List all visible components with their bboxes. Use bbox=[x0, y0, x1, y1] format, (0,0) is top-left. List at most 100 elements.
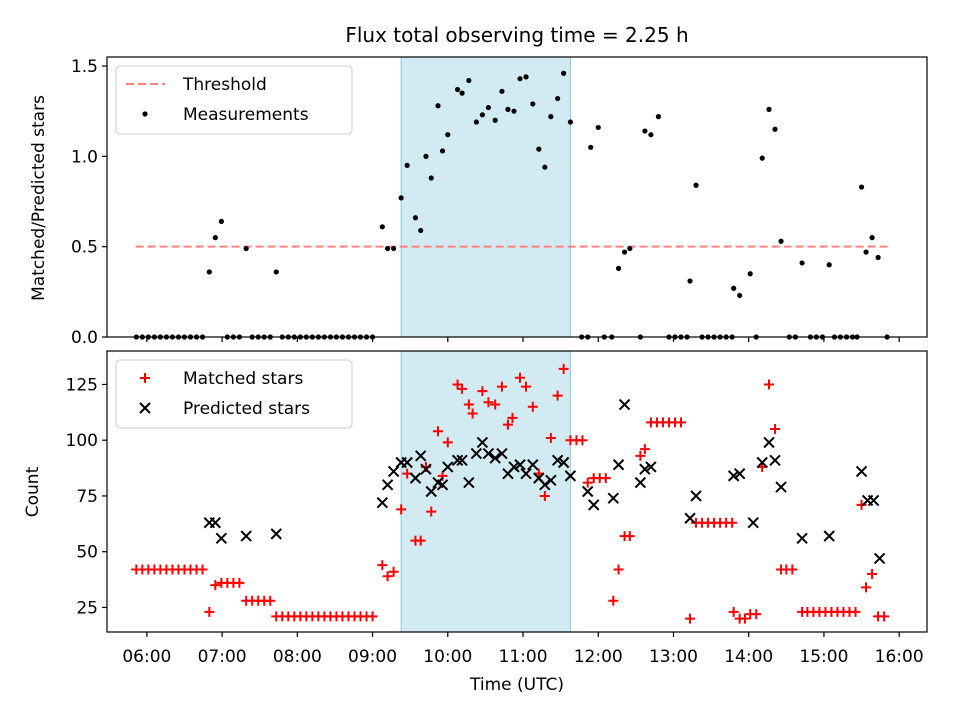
matched-star-point bbox=[728, 606, 739, 617]
predicted-star-point bbox=[436, 479, 449, 491]
predicted-star-point bbox=[769, 454, 781, 466]
legend-label: Threshold bbox=[182, 75, 267, 95]
measurement-point bbox=[404, 162, 410, 168]
predicted-star-point bbox=[775, 481, 787, 493]
measurement-point bbox=[642, 128, 648, 134]
measurement-point bbox=[548, 114, 554, 120]
predicted-star-point bbox=[451, 454, 464, 466]
y-tick-label: 100 bbox=[66, 431, 98, 451]
predicted-star-point bbox=[867, 494, 880, 507]
measurement-point bbox=[459, 90, 465, 96]
x-tick-label: 13:00 bbox=[649, 647, 698, 667]
measurement-point bbox=[621, 249, 628, 255]
predicted-star-point bbox=[209, 517, 222, 529]
predicted-star-point bbox=[215, 532, 228, 545]
measurement-point bbox=[687, 278, 693, 284]
matched-star-point bbox=[426, 506, 437, 517]
legend-label: Predicted stars bbox=[183, 399, 310, 419]
measurement-point bbox=[747, 271, 753, 277]
predicted-star-point bbox=[607, 492, 620, 504]
measurement-point bbox=[243, 245, 249, 252]
predicted-star-point bbox=[582, 485, 594, 498]
legend: Threshold Measurements bbox=[115, 65, 353, 135]
x-axis-label: Time (UTC) bbox=[469, 675, 564, 695]
y-tick-label: 1.5 bbox=[71, 57, 98, 77]
measurement-point bbox=[517, 76, 523, 82]
measurement-point bbox=[778, 238, 784, 244]
legend-label: Matched stars bbox=[183, 369, 303, 389]
x-tick-label: 07:00 bbox=[198, 647, 247, 667]
predicted-star-point bbox=[508, 461, 520, 473]
matched-star-point bbox=[467, 408, 478, 419]
predicted-star-point bbox=[545, 474, 557, 487]
matched-star-point bbox=[770, 424, 781, 435]
matched-star-point bbox=[739, 613, 750, 624]
y-tick-label: 75 bbox=[76, 487, 98, 507]
top-panel: 0.0 0.5 1.0 1.5 Threshold Measurements bbox=[71, 56, 928, 348]
measurement-point bbox=[511, 108, 517, 114]
y-axis-label-ratio: Matched/Predicted stars bbox=[29, 95, 49, 301]
y-axis-label-count: Count bbox=[23, 466, 43, 517]
measurement-point bbox=[454, 86, 461, 93]
measurement-point bbox=[492, 117, 498, 123]
predicted-star-point bbox=[401, 456, 413, 469]
measurement-point bbox=[737, 292, 743, 299]
measurement-point bbox=[555, 95, 561, 102]
x-tick-label: 11:00 bbox=[499, 647, 548, 667]
chart-title: Flux total observing time = 2.25 h bbox=[345, 23, 688, 47]
matched-star-point bbox=[265, 595, 276, 606]
legend: Matched stars Predicted stars bbox=[115, 359, 353, 429]
measurement-point bbox=[875, 254, 881, 261]
measurement-point bbox=[567, 119, 574, 125]
predicted-star-point bbox=[612, 459, 625, 471]
matched-star-point bbox=[502, 419, 513, 430]
predicted-star-point bbox=[551, 454, 564, 466]
measurement-point bbox=[206, 269, 212, 275]
matched-star-point bbox=[600, 473, 611, 484]
plot-frame bbox=[106, 350, 928, 633]
predicted-star-point bbox=[489, 452, 501, 464]
predicted-star-point bbox=[482, 447, 495, 460]
predicted-star-point bbox=[747, 517, 759, 529]
measurement-point bbox=[799, 260, 805, 266]
measurement-point bbox=[435, 103, 441, 109]
predicted-star-point bbox=[684, 512, 696, 524]
matched-star-point bbox=[624, 531, 635, 542]
predicted-star-point bbox=[514, 459, 526, 471]
legend-box bbox=[115, 359, 353, 429]
matched-star-point bbox=[582, 477, 593, 488]
predicted-star-point bbox=[690, 490, 702, 502]
measurement-point bbox=[412, 215, 419, 221]
measurement-point bbox=[627, 245, 633, 252]
predicted-star-point bbox=[527, 459, 539, 471]
matched-star-point bbox=[635, 450, 646, 461]
y-tick-label: 25 bbox=[76, 598, 98, 618]
predicted-star-point bbox=[588, 499, 600, 511]
measurement-point bbox=[439, 148, 446, 154]
matched-star-point bbox=[639, 444, 650, 455]
measurement-point bbox=[499, 88, 505, 94]
measurement-point bbox=[445, 132, 451, 138]
measurement-point bbox=[858, 184, 865, 190]
predicted-star-point bbox=[727, 470, 740, 482]
matched-star-point bbox=[483, 397, 494, 408]
matched-star-point bbox=[515, 372, 526, 383]
measurement-point bbox=[391, 245, 397, 252]
matched-star-point bbox=[415, 535, 426, 546]
matched-star-point bbox=[608, 595, 619, 606]
matched-star-point bbox=[490, 399, 501, 410]
matched-star-point bbox=[433, 426, 444, 437]
matched-star-point bbox=[477, 386, 488, 397]
measurement-point bbox=[385, 245, 391, 252]
matched-star-point bbox=[558, 363, 569, 374]
predicted-star-point bbox=[425, 485, 437, 498]
predicted-star-point bbox=[564, 470, 577, 482]
legend-measurement-swatch bbox=[142, 111, 148, 117]
measurement-point bbox=[485, 104, 492, 111]
predicted-star-point bbox=[409, 472, 422, 484]
predicted-star-point bbox=[796, 532, 808, 545]
measurement-point bbox=[595, 124, 601, 131]
predicted-star-point bbox=[756, 456, 768, 469]
measurement-point bbox=[466, 77, 472, 84]
measurement-point bbox=[542, 164, 548, 170]
